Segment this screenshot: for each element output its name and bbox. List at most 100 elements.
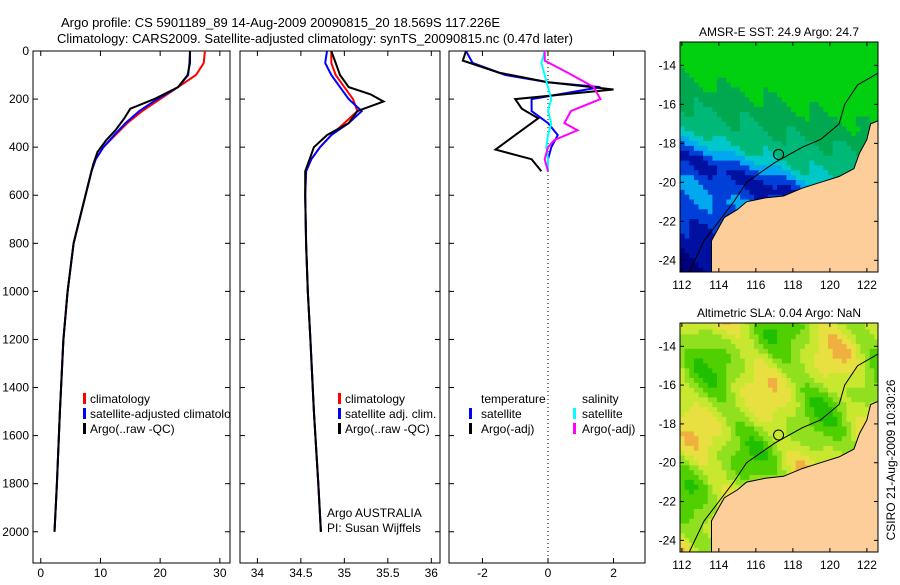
map-cell [832, 421, 838, 427]
map-cell [726, 406, 732, 412]
map-cell [800, 111, 806, 117]
map-cell [772, 348, 778, 354]
map-cell [698, 474, 704, 480]
map-cell [749, 155, 755, 161]
map-cell [814, 372, 820, 378]
map-cell [837, 430, 843, 437]
map-cell [786, 459, 792, 466]
map-cell [698, 479, 704, 485]
map-cell [860, 77, 866, 83]
map-cell [717, 387, 723, 393]
map-cell [874, 391, 878, 398]
map-cell [777, 416, 783, 422]
map-cell [865, 338, 871, 344]
map-cell [717, 62, 723, 68]
map-cell [730, 184, 737, 190]
map-cell [781, 140, 787, 146]
map-cell [730, 135, 737, 142]
map-cell [712, 348, 718, 354]
map-cell [693, 474, 700, 480]
map-cell [855, 372, 861, 378]
map-cell [689, 96, 695, 103]
map-cell [851, 145, 857, 151]
map-cell [698, 435, 704, 442]
map-cell [814, 323, 820, 325]
map-cell [837, 396, 843, 403]
map-cell [730, 174, 737, 180]
x-tick-label: 112 [672, 278, 691, 292]
map-cell [680, 57, 686, 64]
map-cell [698, 120, 704, 127]
map-cell [869, 67, 875, 73]
map-cell [721, 338, 727, 344]
map-cell [703, 77, 709, 83]
map-cell [726, 91, 732, 98]
map-cell [800, 140, 806, 146]
map-cell [791, 101, 797, 107]
map-cell [689, 348, 695, 354]
map-cell [846, 140, 852, 146]
map-cell [767, 440, 774, 446]
map-cell [804, 421, 811, 427]
map-cell [763, 455, 769, 461]
map-cell [680, 348, 686, 354]
map-cell [707, 194, 713, 200]
map-cell [818, 86, 824, 93]
map-cell [758, 77, 764, 83]
map-cell [730, 362, 737, 369]
map-cell [684, 169, 690, 176]
map-cell [693, 459, 700, 466]
map-cell [721, 377, 727, 383]
map-cell [828, 96, 834, 103]
map-cell [818, 382, 824, 388]
map-cell [726, 357, 732, 364]
map-cell [703, 155, 709, 161]
map-cell [712, 324, 718, 330]
map-cell [693, 455, 700, 461]
map-cell [818, 159, 824, 166]
map-cell [855, 135, 861, 142]
map-cell [703, 184, 709, 190]
map-cell [823, 323, 829, 325]
map-cell [804, 145, 811, 151]
map-cell [846, 120, 852, 127]
map-cell [680, 120, 686, 127]
map-cell [707, 223, 713, 229]
map-cell [786, 387, 792, 393]
map-cell [726, 42, 732, 44]
map-cell [698, 228, 704, 234]
map-cell [874, 42, 878, 44]
map-cell [828, 343, 834, 349]
map-cell [865, 324, 871, 330]
map-cell [865, 47, 871, 54]
map-cell [846, 42, 852, 44]
map-cell [846, 57, 852, 64]
map-cell [823, 130, 829, 137]
map-cell [781, 111, 787, 117]
map-cell [837, 421, 843, 427]
map-cell [684, 82, 690, 88]
map-cell [791, 47, 797, 54]
map-cell [777, 86, 783, 93]
map-cell [689, 435, 695, 442]
map-cell [855, 91, 861, 98]
map-cell [693, 174, 700, 180]
map-cell [855, 401, 861, 408]
map-cell [684, 213, 690, 219]
map-cell [846, 343, 852, 349]
map-cell [851, 372, 857, 378]
map-cell [712, 91, 718, 98]
map-cell [680, 522, 686, 529]
map-cell [837, 333, 843, 340]
map-cell [726, 159, 732, 166]
map-cell [781, 367, 787, 374]
map-cell [689, 52, 695, 59]
map-cell [717, 435, 723, 442]
map-cell [814, 135, 820, 142]
map-cell [689, 42, 695, 44]
map-cell [860, 338, 866, 344]
map-cell [740, 425, 746, 432]
map-cell [721, 493, 727, 500]
map-cell [721, 101, 727, 107]
map-cell [707, 372, 713, 378]
